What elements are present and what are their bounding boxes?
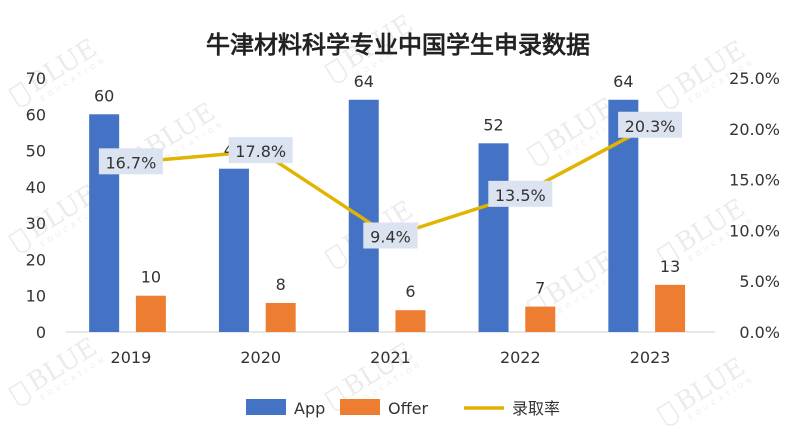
shield-icon [324, 243, 348, 269]
app-value-label: 64 [354, 72, 374, 91]
y-left-tick-label: 20 [26, 250, 46, 269]
y-left-tick-label: 0 [36, 323, 46, 342]
shield-icon [8, 81, 32, 107]
offer-bar [525, 306, 556, 332]
y-right-tick-label: 10.0% [729, 221, 780, 240]
x-tick-label: 2021 [370, 348, 411, 367]
x-tick-label: 2020 [240, 348, 281, 367]
y-right-tick-label: 0.0% [739, 323, 780, 342]
legend-label: Offer [388, 399, 428, 418]
app-bar [348, 99, 379, 333]
y-right-tick-label: 15.0% [729, 171, 780, 190]
rate-label-text: 9.4% [370, 227, 411, 246]
legend-label: 录取率 [512, 399, 560, 418]
offer-value-label: 13 [660, 257, 680, 276]
offer-value-label: 10 [141, 268, 161, 287]
app-bar [89, 114, 120, 333]
shield-icon [656, 400, 680, 426]
shield-icon [656, 241, 680, 267]
rate-label-box [98, 148, 163, 175]
rate-label-box [618, 111, 683, 138]
app-value-label: 60 [94, 86, 114, 105]
y-left-tick-label: 60 [26, 105, 46, 124]
shield-icon [656, 83, 680, 109]
rate-value-label: 17.8% [228, 137, 293, 164]
x-tick-label: 2022 [500, 348, 541, 367]
rate-label-box [363, 222, 418, 249]
rate-value-label: 9.4% [363, 222, 418, 249]
left-axis: 0 10 20 30 40 50 60 70 [26, 69, 46, 342]
y-right-tick-label: 20.0% [729, 120, 780, 139]
y-left-tick-label: 30 [26, 214, 46, 233]
rate-label-text: 13.5% [495, 186, 546, 205]
y-right-tick-label: 25.0% [729, 69, 780, 88]
offer-bar [265, 302, 296, 332]
rate-label-text: 16.7% [105, 153, 156, 172]
rate-label-box [488, 180, 553, 207]
x-tick-label: 2023 [630, 348, 671, 367]
x-tick-label: 2019 [111, 348, 152, 367]
x-axis: 2019 2020 2021 2022 2023 [66, 331, 715, 367]
app-value-label: 52 [483, 115, 503, 134]
app-bar [218, 168, 249, 332]
offer-value-label: 8 [276, 275, 286, 294]
offer-value-label: 6 [405, 282, 415, 301]
y-left-tick-label: 40 [26, 178, 46, 197]
right-axis: 0.0% 5.0% 10.0% 15.0% 20.0% 25.0% [729, 69, 780, 342]
y-left-tick-label: 70 [26, 69, 46, 88]
rate-label-text: 17.8% [235, 142, 286, 161]
data-labels: 6045645264108671316.7%17.8%9.4%13.5%20.3… [94, 72, 683, 301]
shield-icon [8, 380, 32, 406]
y-left-tick-label: 50 [26, 142, 46, 161]
y-right-tick-label: 5.0% [739, 272, 780, 291]
rate-value-label: 16.7% [98, 148, 163, 175]
app-value-label: 64 [613, 72, 633, 91]
offer-bar [135, 295, 166, 332]
legend: App Offer 录取率 [246, 399, 560, 418]
shield-icon [526, 140, 550, 166]
offer-value-label: 7 [535, 279, 545, 298]
legend-label: App [294, 399, 325, 418]
rate-value-label: 13.5% [488, 180, 553, 207]
legend-swatch [340, 399, 380, 415]
offer-bar [655, 284, 686, 332]
shield-icon [8, 227, 32, 253]
legend-swatch [246, 399, 286, 415]
app-bar [478, 143, 509, 332]
chart-title: 牛津材料科学专业中国学生申录数据 [206, 31, 590, 59]
shield-icon [324, 57, 348, 83]
y-left-tick-label: 10 [26, 287, 46, 306]
rate-label-text: 20.3% [625, 117, 676, 136]
rate-label-box [228, 137, 293, 164]
offer-bar [395, 310, 426, 332]
rate-value-label: 20.3% [618, 111, 683, 138]
